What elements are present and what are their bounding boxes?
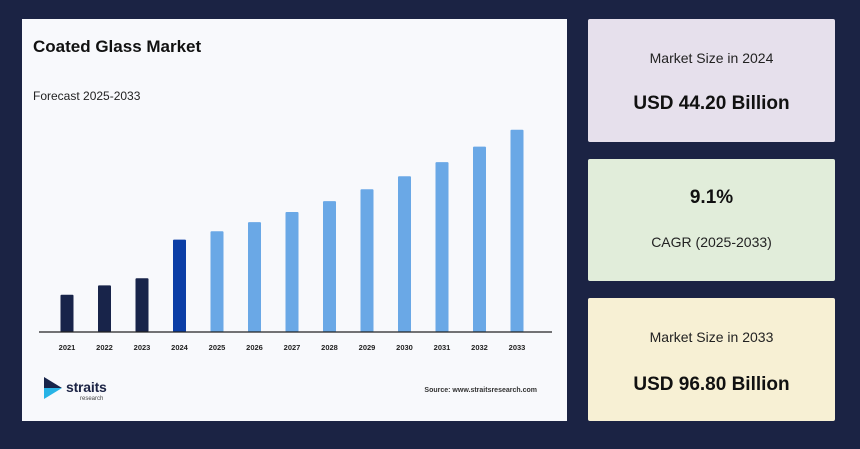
logo-name: straits: [66, 379, 107, 395]
x-tick-label-2022: 2022: [96, 343, 113, 352]
x-tick-label-2029: 2029: [359, 343, 376, 352]
x-tick-label-2033: 2033: [509, 343, 526, 352]
bar-2023: [135, 278, 149, 332]
stat-card-market-size-2033: Market Size in 2033 USD 96.80 Billion: [588, 298, 835, 421]
bar-2031: [435, 162, 449, 332]
bar-2021: [60, 294, 74, 332]
bar-2030: [398, 176, 411, 332]
chart-subtitle: Forecast 2025-2033: [33, 89, 141, 103]
bar-chart: 2021 2022 2023 2024 2025 2026 2027 2028 2029 2030…: [39, 129, 552, 352]
stat-label: CAGR (2025-2033): [651, 234, 772, 250]
straits-logo: straits research: [42, 375, 132, 405]
chart-panel: Coated Glass Market Forecast 2025-2033 2…: [22, 19, 567, 421]
x-tick-label-2024: 2024: [171, 343, 189, 352]
x-tick-label-2032: 2032: [471, 343, 488, 352]
x-tick-label-2025: 2025: [209, 343, 226, 352]
bar-2026: [248, 222, 261, 332]
x-tick-labels: 2021 2022 2023 2024 2025 2026 2027 2028 2029 2030…: [59, 343, 526, 352]
stat-value: USD 44.20 Billion: [633, 93, 790, 114]
bars-group: [60, 129, 524, 332]
x-tick-label-2026: 2026: [246, 343, 263, 352]
x-tick-label-2030: 2030: [396, 343, 413, 352]
stat-label: Market Size in 2024: [649, 50, 774, 66]
bar-2025: [210, 231, 224, 332]
x-tick-label-2027: 2027: [284, 343, 301, 352]
chart-title: Coated Glass Market: [33, 37, 202, 56]
logo-tagline: research: [80, 396, 104, 402]
stat-card-market-size-2024: Market Size in 2024 USD 44.20 Billion: [588, 19, 835, 142]
stat-label: Market Size in 2033: [649, 329, 774, 345]
stat-value: USD 96.80 Billion: [633, 374, 790, 395]
bar-2024: [173, 239, 186, 332]
stat-value: 9.1%: [689, 187, 734, 208]
x-tick-label-2031: 2031: [434, 343, 451, 352]
x-tick-label-2023: 2023: [134, 343, 151, 352]
bar-2033: [510, 129, 524, 332]
bar-2027: [285, 212, 299, 332]
x-tick-label-2028: 2028: [321, 343, 338, 352]
bar-2029: [360, 189, 374, 332]
source-note: Source: www.straitsresearch.com: [424, 387, 537, 394]
bar-2032: [473, 146, 486, 332]
straits-logo-icon: [44, 377, 62, 399]
bar-2028: [323, 201, 336, 332]
x-tick-label-2021: 2021: [59, 343, 76, 352]
bar-2022: [98, 285, 111, 332]
stat-card-cagr: 9.1% CAGR (2025-2033): [588, 159, 835, 281]
